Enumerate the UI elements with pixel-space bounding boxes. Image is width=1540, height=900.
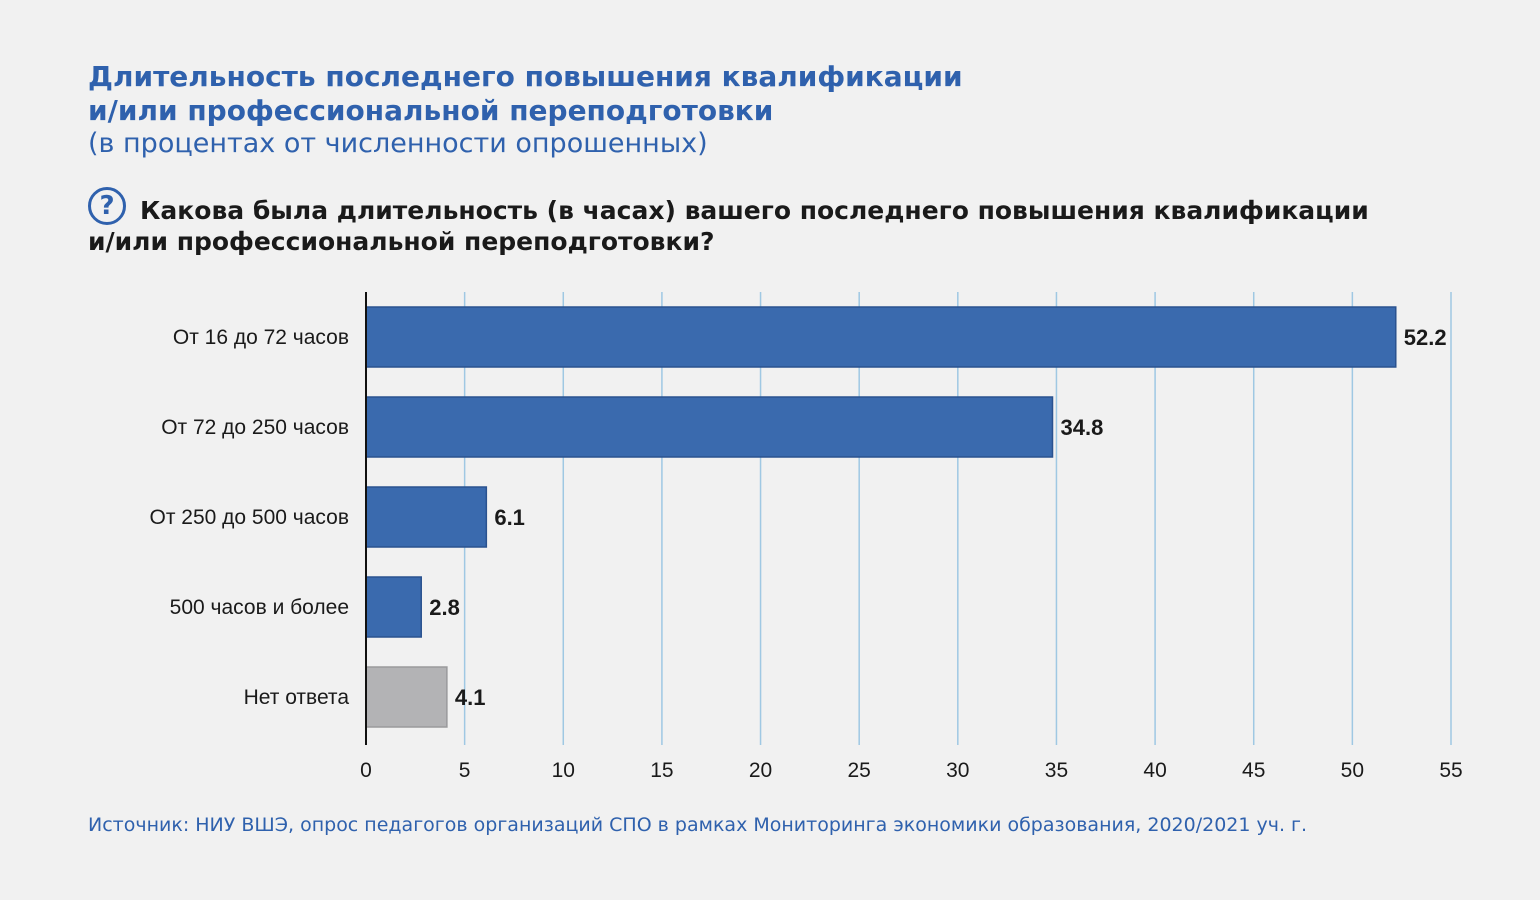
category-label: 500 часов и более [170,596,349,619]
x-tick-label: 20 [749,759,772,782]
x-tick-label: 45 [1242,759,1265,782]
chart-title: Длительность последнего повышения квалиф… [88,60,963,128]
x-tick-label: 55 [1439,759,1462,782]
value-label: 34.8 [1061,415,1104,440]
bar [365,306,1397,368]
question-icon: ? [88,187,126,225]
x-tick-label: 5 [459,759,471,782]
survey-question: Какова была длительность (в часах) вашег… [88,196,1369,256]
source-note: Источник: НИУ ВШЭ, опрос педагогов орган… [88,814,1308,836]
x-tick-label: 30 [946,759,969,782]
bar [365,666,448,728]
bar [365,576,422,638]
x-tick-label: 35 [1045,759,1068,782]
x-tick-label: 0 [360,759,372,782]
category-label: От 250 до 500 часов [150,506,350,529]
x-tick-label: 50 [1341,759,1364,782]
x-tick-label: 25 [848,759,871,782]
value-label: 2.8 [429,595,460,620]
value-label: 6.1 [494,505,525,530]
value-label: 4.1 [455,685,486,710]
category-label: От 72 до 250 часов [161,416,349,439]
bar [365,486,488,548]
chart-title-line2: и/или профессиональной переподготовки [88,94,774,127]
chart-title-line1: Длительность последнего повышения квалиф… [88,60,963,93]
value-label: 52.2 [1404,325,1447,350]
x-tick-label: 40 [1143,759,1166,782]
category-label: От 16 до 72 часов [173,326,349,349]
chart-subtitle: (в процентах от численности опрошенных) [88,128,708,159]
category-label: Нет ответа [244,686,350,709]
x-tick-label: 10 [552,759,575,782]
x-tick-label: 15 [650,759,673,782]
bar [365,396,1054,458]
